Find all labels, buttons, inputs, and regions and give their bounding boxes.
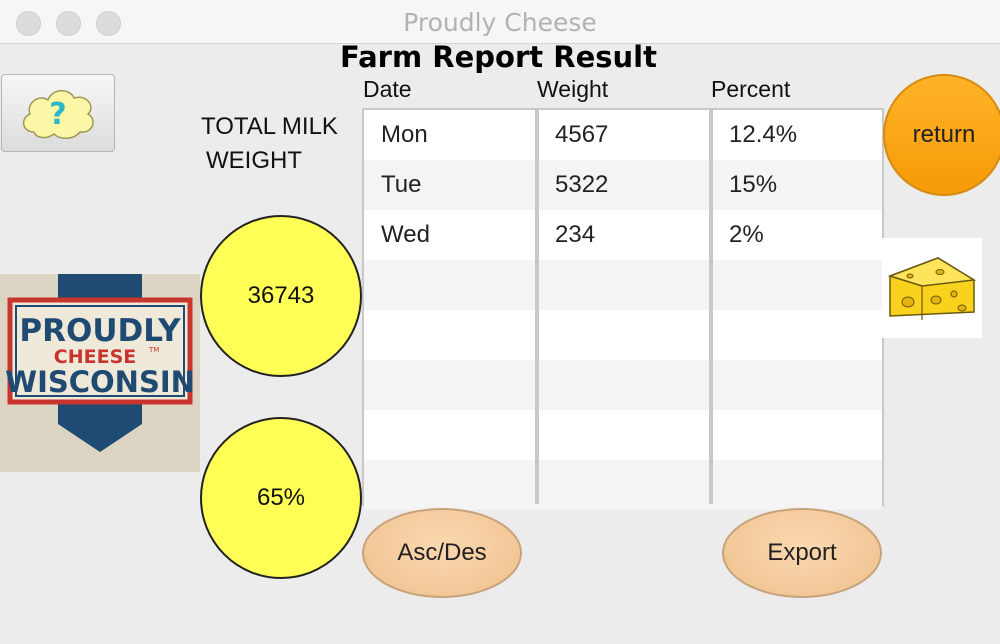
cloud-question-icon: ? bbox=[22, 90, 94, 139]
window-titlebar: Proudly Cheese bbox=[0, 0, 1000, 44]
percent-value: 65% bbox=[256, 484, 306, 511]
minimize-window-button[interactable] bbox=[56, 11, 81, 36]
svg-text:PROUDLY: PROUDLY bbox=[19, 313, 181, 349]
proudly-cheese-wisconsin-logo: PROUDLY CHEESE TM WISCONSIN bbox=[0, 274, 200, 472]
column-divider bbox=[709, 110, 713, 504]
empty-table-row bbox=[364, 260, 882, 310]
close-window-button[interactable] bbox=[16, 11, 41, 36]
table-row[interactable]: Mon 4567 12.4% bbox=[364, 110, 882, 160]
report-title: Farm Report Result bbox=[340, 40, 657, 74]
help-button[interactable]: ? bbox=[1, 74, 115, 152]
svg-text:?: ? bbox=[49, 97, 66, 132]
cell-weight: 4567 bbox=[555, 121, 609, 148]
total-weight-circle: 36743 bbox=[200, 215, 362, 377]
percent-circle: 65% bbox=[200, 417, 362, 579]
cell-date: Wed bbox=[381, 221, 430, 248]
cell-weight: 5322 bbox=[555, 171, 609, 198]
sort-button-label: Asc/Des bbox=[397, 539, 487, 566]
total-label-line2: WEIGHT bbox=[206, 147, 302, 174]
export-button-label: Export bbox=[767, 539, 837, 566]
empty-table-row bbox=[364, 310, 882, 360]
zoom-window-button[interactable] bbox=[96, 11, 121, 36]
return-button[interactable]: return bbox=[883, 74, 1000, 196]
cell-percent: 12.4% bbox=[729, 121, 798, 148]
column-header-date[interactable]: Date bbox=[363, 76, 412, 102]
total-milk-weight-label: TOTAL MILK WEIGHT bbox=[201, 110, 338, 178]
table-row[interactable]: Tue 5322 15% bbox=[364, 160, 882, 210]
cell-date: Mon bbox=[381, 121, 428, 148]
empty-table-row bbox=[364, 410, 882, 460]
column-header-percent[interactable]: Percent bbox=[711, 76, 791, 102]
svg-text:WISCONSIN: WISCONSIN bbox=[5, 365, 195, 399]
cell-percent: 2% bbox=[729, 221, 764, 248]
total-weight-value: 36743 bbox=[247, 282, 315, 309]
svg-text:CHEESE: CHEESE bbox=[54, 346, 136, 368]
empty-table-row bbox=[364, 460, 882, 510]
window-title: Proudly Cheese bbox=[403, 8, 597, 37]
sort-asc-des-button[interactable]: Asc/Des bbox=[362, 508, 522, 598]
empty-table-row bbox=[364, 360, 882, 410]
total-label-line1: TOTAL MILK bbox=[201, 113, 338, 140]
return-button-label: return bbox=[912, 121, 976, 148]
column-header-weight[interactable]: Weight bbox=[537, 76, 609, 102]
svg-text:TM: TM bbox=[148, 346, 159, 354]
cell-date: Tue bbox=[381, 171, 422, 198]
report-table[interactable]: Mon 4567 12.4% Tue 5322 15% Wed 234 2% bbox=[362, 108, 884, 510]
cheese-icon bbox=[882, 238, 982, 338]
cell-weight: 234 bbox=[555, 221, 596, 248]
column-divider bbox=[535, 110, 539, 504]
table-row[interactable]: Wed 234 2% bbox=[364, 210, 882, 260]
export-button[interactable]: Export bbox=[722, 508, 882, 598]
cell-percent: 15% bbox=[729, 171, 778, 198]
